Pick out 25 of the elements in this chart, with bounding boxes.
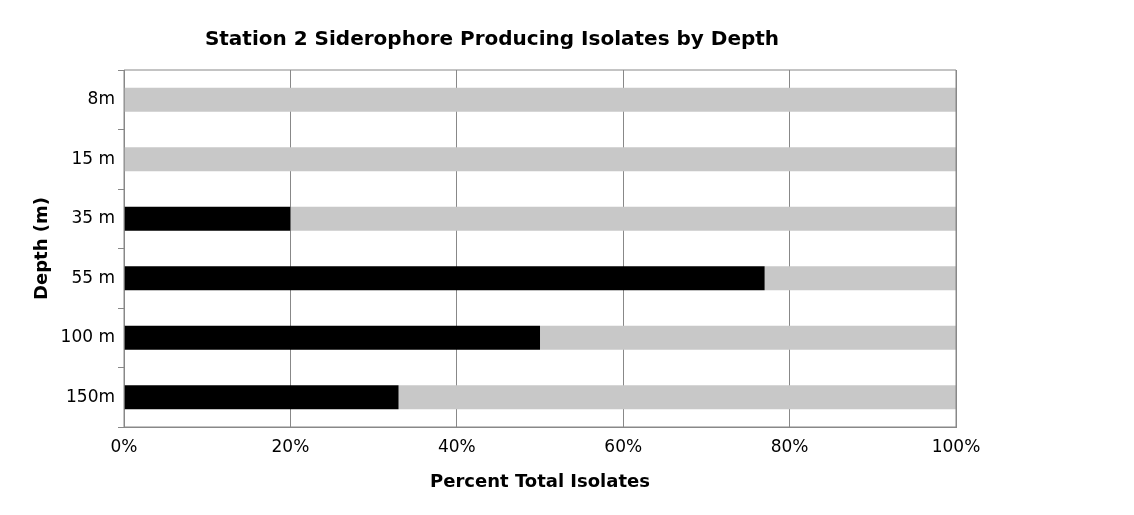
x-tick-label: 20% — [271, 435, 310, 456]
bar — [124, 385, 399, 410]
y-tick-label: 55 m — [71, 266, 116, 287]
x-axis-title: Percent Total Isolates — [430, 469, 650, 491]
bar — [124, 325, 541, 350]
bar — [290, 206, 956, 231]
bar — [124, 206, 291, 231]
x-tick-label: 80% — [770, 435, 809, 456]
y-tick-label: 35 m — [71, 207, 116, 228]
chart-title: Station 2 Siderophore Producing Isolates by Depth — [204, 26, 780, 51]
y-axis-title: Depth (m) — [30, 197, 52, 300]
y-tick-label: 15 m — [71, 147, 116, 168]
y-tick-label: 150m — [66, 385, 116, 406]
x-tick-label: 40% — [437, 435, 476, 456]
bar — [124, 87, 956, 112]
y-tick-label: 100 m — [60, 326, 116, 347]
x-tick-label: 0% — [110, 435, 138, 456]
y-tick-label: 8m — [87, 88, 116, 109]
bar — [124, 266, 765, 291]
bar — [540, 325, 956, 350]
bar — [398, 385, 956, 410]
bar — [124, 147, 956, 172]
x-tick-label: 60% — [604, 435, 643, 456]
x-tick-label: 100% — [931, 435, 981, 456]
bar — [764, 266, 956, 291]
